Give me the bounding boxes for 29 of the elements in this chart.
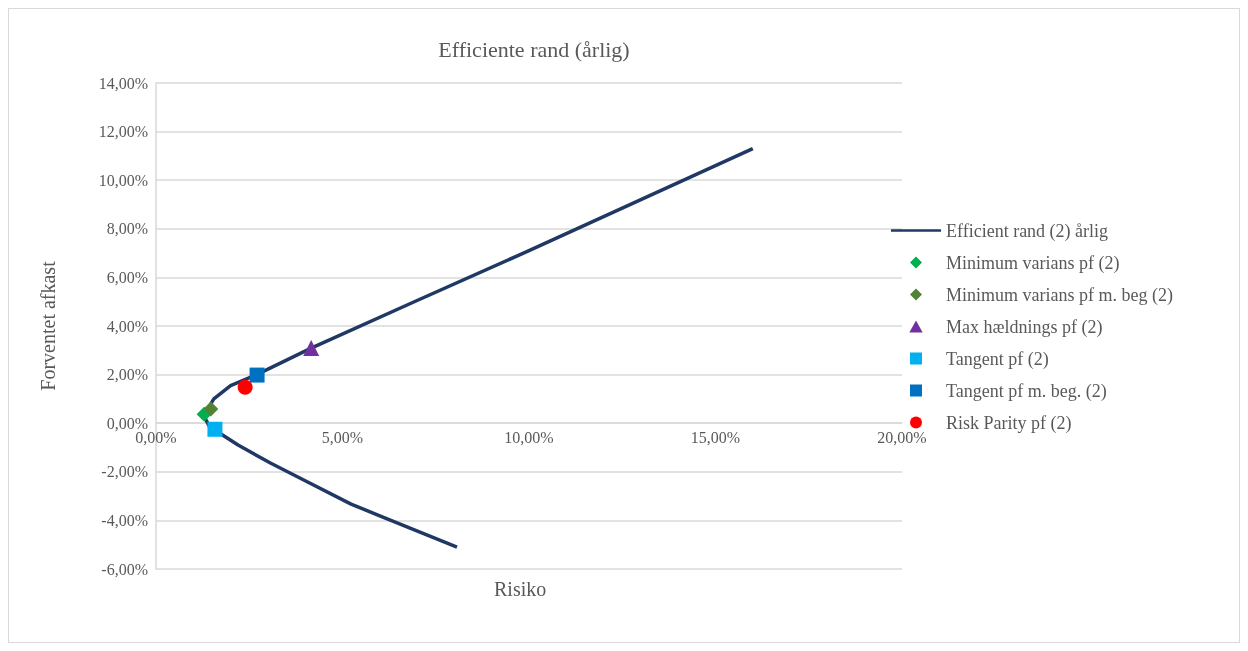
y-tick-label: -4,00% [101, 511, 148, 529]
chart-title: Efficiente rand (årlig) [438, 36, 630, 62]
y-tick-label: 8,00% [106, 220, 148, 238]
point [203, 401, 219, 417]
y-tick-label: 14,00% [98, 74, 148, 92]
legend-label: Tangent pf m. beg. (2) [946, 380, 1107, 402]
y-tick-label: 10,00% [98, 171, 148, 189]
legend-label: Efficient rand (2) årlig [946, 220, 1109, 242]
point [237, 379, 253, 395]
y-axis-title: Forventet afkast [37, 260, 59, 391]
y-tick-label: 6,00% [106, 268, 148, 286]
legend-label: Minimum varians pf (2) [946, 252, 1120, 274]
x-tick-label: 5,00% [321, 428, 364, 446]
x-tick-label: 10,00% [504, 428, 554, 446]
y-tick-label: -2,00% [101, 463, 148, 481]
y-tick-label: 4,00% [106, 317, 148, 335]
legend-label: Tangent pf (2) [946, 348, 1049, 370]
legend-label: Minimum varians pf m. beg (2) [946, 284, 1173, 306]
y-tick-label: 12,00% [98, 123, 148, 141]
legend-label: Risk Parity pf (2) [946, 412, 1072, 434]
x-tick-label: 15,00% [690, 428, 741, 446]
x-tick-label: 20,00% [877, 428, 927, 446]
point [303, 340, 320, 357]
x-axis-title: Risiko [494, 578, 547, 600]
point [207, 421, 223, 437]
y-tick-label: 2,00% [106, 366, 148, 384]
legend-label: Max hældnings pf (2) [946, 316, 1103, 338]
point [249, 367, 265, 383]
y-tick-label: -6,00% [101, 560, 148, 578]
